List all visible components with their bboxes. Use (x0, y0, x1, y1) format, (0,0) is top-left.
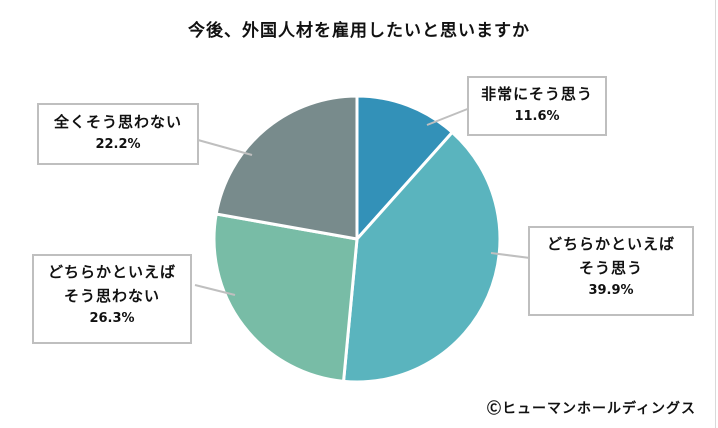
callout-very-agree: 非常にそう思う 11.6% (467, 76, 607, 136)
callout-percent: 26.3% (89, 311, 135, 326)
callout-somewhat-agree: どちらかといえば そう思う 39.9% (528, 226, 694, 316)
leader-line-somewhat-agree (490, 252, 531, 259)
callout-not-at-all: 全くそう思わない 22.2% (37, 103, 199, 165)
leader-line-somewhat-disagree (194, 284, 236, 296)
leader-line-not-at-all (197, 139, 253, 156)
slice-somewhat-disagree (212, 212, 359, 384)
callout-percent: 39.9% (588, 283, 634, 298)
slice-very-agree (355, 94, 455, 243)
leader-line-very-agree (426, 107, 471, 126)
callout-percent: 22.2% (95, 137, 141, 152)
callout-label: 全くそう思わない (53, 113, 182, 131)
callout-label-line1: どちらかといえば (546, 235, 675, 253)
chart-title: 今後、外国人材を雇用したいと思いますか (188, 21, 530, 41)
callout-somewhat-disagree: どちらかといえば そう思わない 26.3% (32, 254, 192, 344)
callout-label-line2: そう思う (578, 259, 643, 277)
callout-label-line2: そう思わない (63, 287, 160, 305)
pie-slices (212, 94, 502, 384)
copyright-credit: Ⓒヒューマンホールディングス (486, 401, 696, 417)
callout-percent: 11.6% (514, 109, 560, 124)
callout-label: 非常にそう思う (481, 85, 593, 103)
slice-somewhat-agree (341, 130, 502, 384)
slice-not-at-all (214, 94, 359, 241)
callout-label-line1: どちらかといえば (47, 263, 176, 281)
